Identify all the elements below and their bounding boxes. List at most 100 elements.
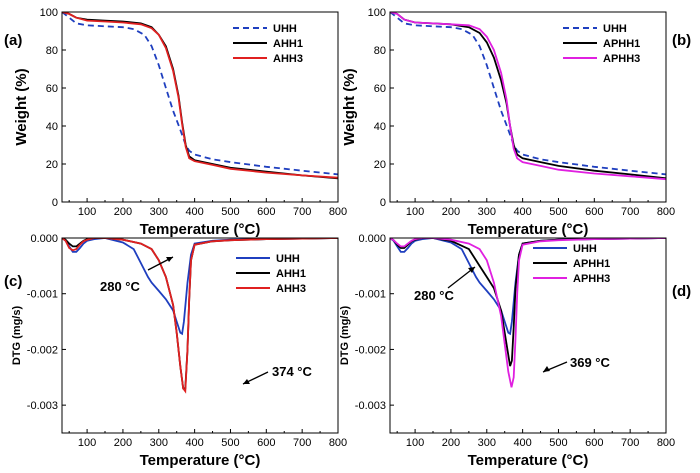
panel-label: (b) (672, 32, 691, 49)
legend-entry: UHH (276, 253, 300, 265)
legend: UHH AHH1 AHH3 (236, 253, 306, 295)
y-tick-label: 0.000 (358, 233, 386, 245)
x-tick-label: 200 (442, 437, 460, 449)
x-tick-label: 300 (478, 206, 496, 218)
y-tick-label: 20 (46, 159, 58, 171)
x-axis-label: Temperature (°C) (140, 452, 261, 469)
panel-label: (c) (4, 273, 22, 290)
x-tick-label: 600 (585, 437, 603, 449)
legend-entry: AHH1 (276, 268, 306, 280)
y-tick-label: 20 (374, 159, 386, 171)
chart-panel-c: 100 200 300 400 500 600 700 800 0.000 -0.001 -0.00… (4, 233, 347, 469)
y-tick-label: -0.003 (27, 400, 58, 412)
legend-entry: APHH1 (573, 258, 610, 270)
x-tick-label: 300 (150, 206, 168, 218)
y-tick-label: -0.002 (355, 344, 386, 356)
annotation-peak-280: 280 °C (414, 288, 455, 303)
x-tick-label: 400 (513, 206, 531, 218)
x-tick-label: 300 (478, 437, 496, 449)
y-axis-label: Weight (%) (341, 68, 358, 145)
series-line-aphh3 (390, 238, 666, 388)
y-tick-label: -0.001 (355, 289, 386, 301)
series-line-ahh3 (62, 12, 338, 179)
x-axis-label: Temperature (°C) (468, 221, 589, 238)
series-line-uhh (62, 12, 338, 176)
legend-entry: APHH1 (603, 38, 640, 50)
x-tick-label: 500 (549, 437, 567, 449)
x-tick-label: 100 (406, 437, 424, 449)
x-axis-label: Temperature (°C) (468, 452, 589, 469)
annotation-peak-369: 369 °C (570, 355, 611, 370)
annotation-arrow-head (166, 257, 173, 262)
series-line-ahh3 (62, 238, 338, 394)
x-tick-label: 100 (406, 206, 424, 218)
x-tick-label: 200 (442, 206, 460, 218)
y-axis-label: DTG (mg/s) (11, 306, 23, 366)
legend-entry: UHH (273, 23, 297, 35)
y-tick-label: 100 (40, 7, 58, 19)
series-line-ahh1 (62, 12, 338, 180)
x-tick-label: 500 (549, 206, 567, 218)
y-tick-label: 100 (368, 7, 386, 19)
x-tick-label: 100 (78, 206, 96, 218)
annotations: 280 °C 369 °C (414, 266, 611, 373)
x-tick-label: 800 (657, 437, 675, 449)
annotation-peak-280: 280 °C (100, 279, 141, 294)
x-tick-label: 400 (185, 206, 203, 218)
x-tick-label: 700 (293, 206, 311, 218)
y-tick-label: 0 (52, 197, 58, 209)
legend-entry: UHH (603, 23, 627, 35)
legend: UHH APHH1 APHH3 (563, 23, 640, 65)
x-tick-label: 800 (329, 206, 347, 218)
legend-entry: AHH3 (273, 53, 303, 65)
y-tick-label: 0.000 (30, 233, 58, 245)
x-tick-label: 600 (257, 437, 275, 449)
x-tick-label: 200 (114, 437, 132, 449)
series-line-aphh1 (390, 12, 666, 180)
x-tick-label: 700 (621, 206, 639, 218)
y-tick-label: 40 (46, 121, 58, 133)
x-tick-label: 300 (150, 437, 168, 449)
series-line-uhh (62, 238, 338, 336)
series-line-uhh (390, 12, 666, 176)
series-line-uhh (390, 238, 666, 336)
plot-frame (61, 237, 339, 434)
x-axis-label: Temperature (°C) (140, 221, 261, 238)
x-tick-label: 600 (585, 206, 603, 218)
panel-label: (a) (4, 32, 22, 49)
y-tick-label: -0.003 (355, 400, 386, 412)
y-tick-label: 0 (380, 197, 386, 209)
plot-frame (61, 11, 339, 203)
legend-entry: APHH3 (603, 53, 640, 65)
x-tick-label: 600 (257, 206, 275, 218)
x-tick-label: 700 (293, 437, 311, 449)
legend: UHH AHH1 AHH3 (233, 23, 303, 65)
y-tick-label: -0.001 (27, 289, 58, 301)
x-tick-label: 500 (221, 437, 239, 449)
y-tick-label: 60 (46, 83, 58, 95)
annotation-arrow-head (468, 267, 475, 273)
chart-panel-a: 100 200 300 400 500 600 700 800 0 20 40 60 80 100 Temp… (4, 7, 347, 238)
y-tick-label: 60 (374, 83, 386, 95)
annotation-arrow-head (243, 379, 250, 384)
x-tick-label: 200 (114, 206, 132, 218)
chart-panel-d: 100 200 300 400 500 600 700 800 0.000 -0.001 -0.00… (339, 233, 691, 469)
plot-frame (389, 11, 667, 203)
y-axis-label: DTG (mg/s) (339, 306, 351, 366)
x-tick-label: 500 (221, 206, 239, 218)
legend-entry: UHH (573, 243, 597, 255)
y-tick-label: -0.002 (27, 344, 58, 356)
y-tick-label: 80 (374, 45, 386, 57)
y-tick-label: 80 (46, 45, 58, 57)
series-line-aphh3 (390, 12, 666, 181)
x-tick-label: 400 (185, 437, 203, 449)
plot-frame (389, 237, 667, 434)
x-tick-label: 400 (513, 437, 531, 449)
x-tick-label: 800 (657, 206, 675, 218)
chart-panel-b: 100 200 300 400 500 600 700 800 0 20 40 60 80 100 Temp… (341, 7, 691, 238)
legend: UHH APHH1 APHH3 (533, 243, 610, 285)
panel-label: (d) (672, 283, 691, 300)
legend-entry: AHH3 (276, 283, 306, 295)
annotations: 280 °C 374 °C (100, 256, 313, 385)
